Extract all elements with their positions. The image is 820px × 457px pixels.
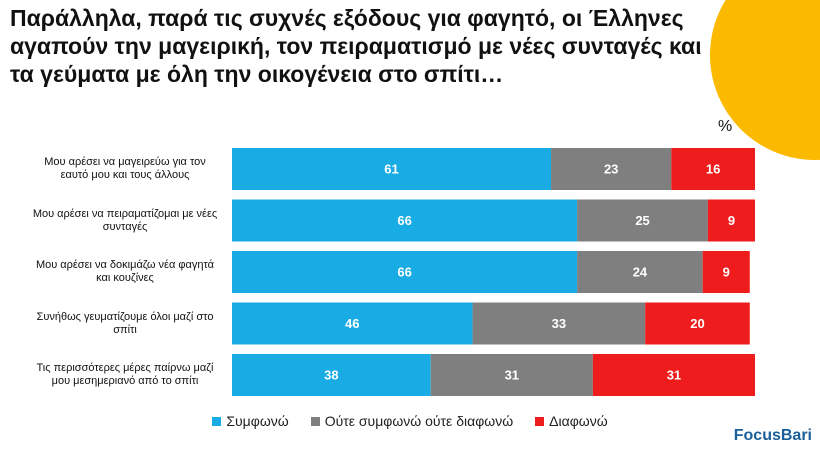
legend-item: Διαφωνώ [535,413,608,429]
legend: Συμφωνώ Ούτε συμφωνώ ούτε διαφωνώ Διαφωνώ [0,413,820,429]
value-label: 46 [345,316,359,331]
bar-segment [430,354,593,396]
value-label: 61 [384,161,398,176]
bar-segment [232,302,473,345]
bar-segment [645,302,750,345]
bar-segment [232,148,552,190]
decor-circle [710,0,820,160]
bar-segment [232,199,578,242]
chart-title: Παράλληλα, παρά τις συχνές εξόδους για φ… [10,5,702,87]
value-label: 66 [397,213,411,228]
category-label: Μου αρέσει να πειραματίζομαι με νέες συν… [32,207,218,233]
value-label: 20 [690,316,704,331]
unit-label: % [718,118,733,135]
bar-segment [592,354,755,396]
legend-item: Ούτε συμφωνώ ούτε διαφωνώ [310,413,514,429]
value-label: 24 [633,264,648,279]
value-label: 31 [667,367,681,382]
bar-segment [671,148,755,190]
value-label: 16 [706,161,720,176]
bar-segment [232,354,431,396]
value-label: 9 [728,213,735,228]
category-label: Μου αρέσει να δοκιμάζω νέα φαγητά και κο… [35,259,215,284]
legend-label: Διαφωνώ [549,413,608,429]
bar-segment [472,302,646,345]
bar-segment [577,251,703,293]
bar-segment [577,199,708,242]
value-label: 38 [324,367,338,382]
value-label: 23 [604,161,618,176]
bar-segment [707,199,755,242]
bar-segment [232,251,578,293]
category-label: Μου αρέσει να μαγειρεύω για τον εαυτό μο… [44,156,206,181]
value-label: 9 [723,264,730,279]
value-label: 33 [552,316,566,331]
legend-label: Ούτε συμφωνώ ούτε διαφωνώ [324,413,514,429]
legend-swatch [535,416,545,426]
category-label: Τις περισσότερες μέρες παίρνω μαζί μου μ… [36,362,214,387]
value-label: 31 [505,367,519,382]
bar-segment [551,148,672,190]
bar-segment [702,251,750,293]
value-label: 25 [635,213,649,228]
legend-label: Συμφωνώ [226,413,289,429]
value-label: 66 [397,264,411,279]
logo: FocusBari [733,427,812,444]
legend-swatch [310,416,320,426]
legend-item: Συμφωνώ [212,413,289,429]
category-label: Συνήθως γευματίζουμε όλοι μαζί στο σπίτι [36,310,214,336]
legend-swatch [212,416,222,426]
